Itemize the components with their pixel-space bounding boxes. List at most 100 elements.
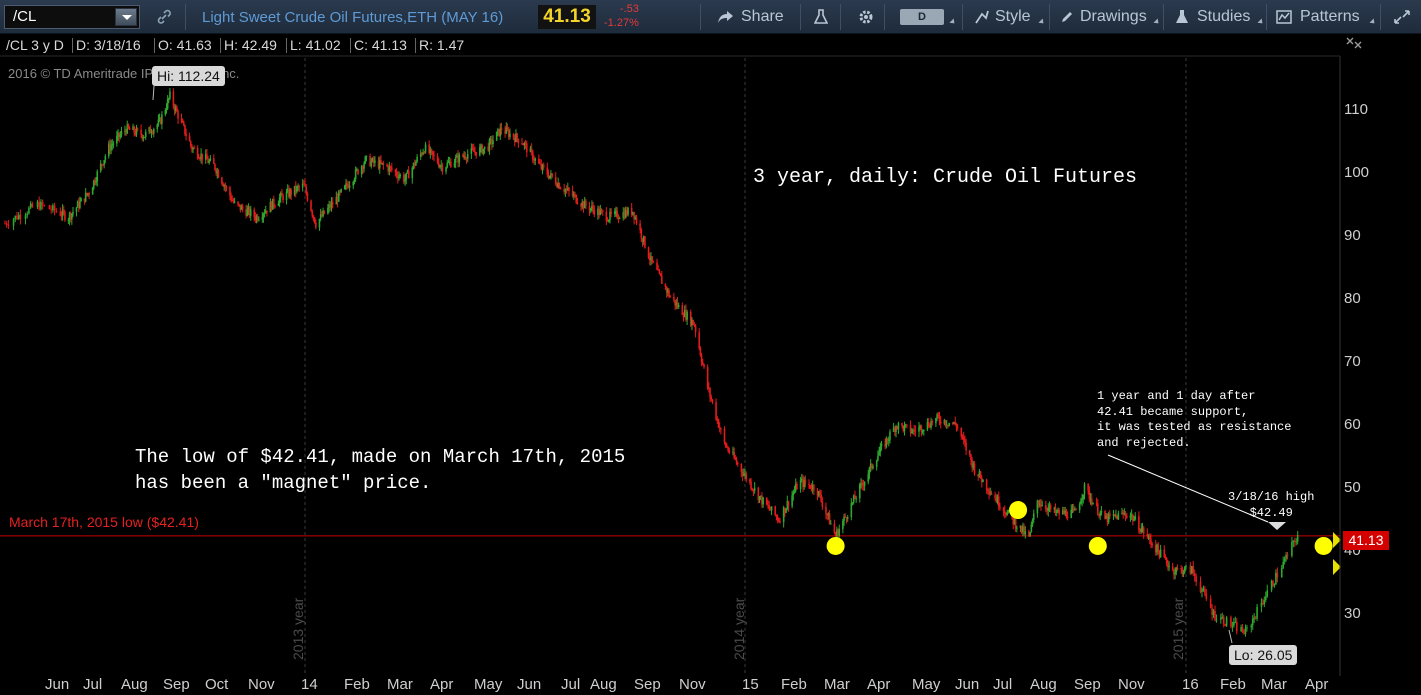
y-tick-label: 50 — [1344, 479, 1361, 496]
price-bar-body — [540, 163, 543, 169]
price-bar-body — [53, 205, 56, 211]
price-bar-body — [956, 427, 959, 429]
price-bar-body — [1112, 514, 1115, 516]
symbol-description: Light Sweet Crude Oil Futures,ETH (MAY 1… — [202, 8, 504, 26]
price-bar-body — [775, 515, 778, 517]
status-low: L: 41.02 — [290, 37, 341, 53]
x-tick-label: May — [912, 676, 941, 693]
price-bar-body — [1221, 616, 1224, 618]
price-bar-body — [277, 203, 280, 206]
price-bar-body — [95, 181, 97, 183]
price-bar-body — [727, 447, 729, 451]
price-bar-body — [574, 194, 576, 196]
price-bar-body — [532, 151, 534, 161]
price-bar-body — [912, 429, 914, 433]
gear-icon[interactable] — [858, 0, 874, 34]
price-bar-body — [217, 170, 220, 178]
price-bar-body — [799, 480, 802, 490]
zoom-reset-icon[interactable] — [1345, 36, 1363, 50]
price-bar-body — [716, 419, 719, 421]
price-bar-body — [330, 202, 333, 208]
chart-toolbar: /CL Light Sweet Crude Oil Futures,ETH (M… — [0, 0, 1421, 34]
price-bar-body — [166, 99, 169, 109]
price-bar-body — [411, 167, 414, 179]
price-bar-body — [208, 160, 211, 163]
studies-menu[interactable]: Studies — [1175, 0, 1250, 34]
flask-icon[interactable] — [814, 0, 828, 34]
price-bar-body — [480, 144, 482, 148]
symbol-input[interactable]: /CL — [4, 5, 140, 29]
drawings-menu[interactable]: Drawings — [1060, 0, 1147, 34]
price-bar-body — [61, 209, 64, 216]
y-tick-label: 90 — [1344, 227, 1361, 244]
price-bar-body — [1202, 588, 1205, 591]
price-bar-body — [851, 502, 854, 504]
price-bar-body — [1276, 572, 1279, 578]
price-bar-body — [398, 176, 400, 179]
x-tick-label: May — [474, 676, 503, 693]
price-bar-body — [534, 158, 537, 161]
price-bar-body — [656, 262, 658, 270]
price-bar-body — [382, 162, 385, 165]
price-bar-body — [642, 236, 645, 242]
price-bar-body — [180, 118, 183, 121]
style-menu[interactable]: Style — [975, 0, 1031, 34]
price-bar-body — [193, 148, 195, 150]
price-bar-body — [952, 422, 954, 424]
price-bar-body — [196, 148, 199, 158]
price-bar-body — [1125, 515, 1128, 518]
price-bar-body — [939, 421, 942, 424]
price-bar-body — [706, 366, 709, 388]
price-bar-body — [504, 130, 506, 134]
price-bar-body — [931, 421, 934, 424]
price-bar-body — [767, 504, 769, 506]
price-bar-body — [515, 133, 517, 142]
price-bar-body — [768, 505, 770, 509]
price-bar-body — [1045, 505, 1047, 510]
price-bar-body — [962, 436, 965, 440]
price-bar-body — [813, 485, 815, 491]
price-bar-body — [1142, 527, 1145, 534]
price-bar-body — [651, 256, 653, 262]
price-bar-body — [1022, 526, 1024, 533]
price-bar-body — [1181, 568, 1184, 575]
price-bar-body — [819, 491, 821, 495]
price-bar-body — [944, 420, 947, 425]
link-icon[interactable] — [156, 0, 172, 34]
price-bar-body — [454, 157, 457, 163]
price-bar-body — [1251, 618, 1254, 626]
aggregation-button[interactable]: D — [900, 9, 944, 25]
price-bar-body — [339, 191, 341, 193]
price-bar-body — [233, 201, 236, 203]
share-button[interactable]: Share — [717, 0, 784, 34]
price-bar-body — [99, 163, 102, 172]
symbol-dropdown-button[interactable] — [115, 8, 137, 26]
price-bar-body — [198, 157, 200, 159]
patterns-menu[interactable]: Patterns — [1276, 0, 1360, 34]
price-bar-body — [665, 287, 668, 293]
price-bar-body — [1024, 531, 1027, 535]
price-bar-body — [837, 530, 839, 536]
price-bar-body — [279, 193, 282, 198]
current-price-tag: 41.13 — [1343, 531, 1389, 550]
price-bar-body — [174, 107, 177, 111]
price-bar-body — [618, 218, 621, 220]
expand-icon[interactable] — [1393, 0, 1411, 34]
price-bar-body — [258, 219, 260, 221]
price-bar-body — [784, 507, 786, 513]
price-bar-body — [1105, 515, 1108, 519]
price-bar-body — [1139, 530, 1141, 532]
price-bar-body — [938, 416, 941, 422]
price-bar-body — [1047, 507, 1050, 512]
price-bar-body — [199, 158, 201, 160]
price-bar-body — [241, 206, 244, 210]
price-bar-body — [592, 205, 594, 210]
price-bar-body — [1230, 617, 1232, 627]
price-bar-body — [564, 189, 567, 192]
price-bar-body — [681, 304, 684, 315]
price-bar-body — [844, 516, 847, 518]
price-bar-body — [699, 347, 702, 356]
price-bar-body — [723, 428, 726, 443]
x-tick-label: Mar — [824, 676, 850, 693]
